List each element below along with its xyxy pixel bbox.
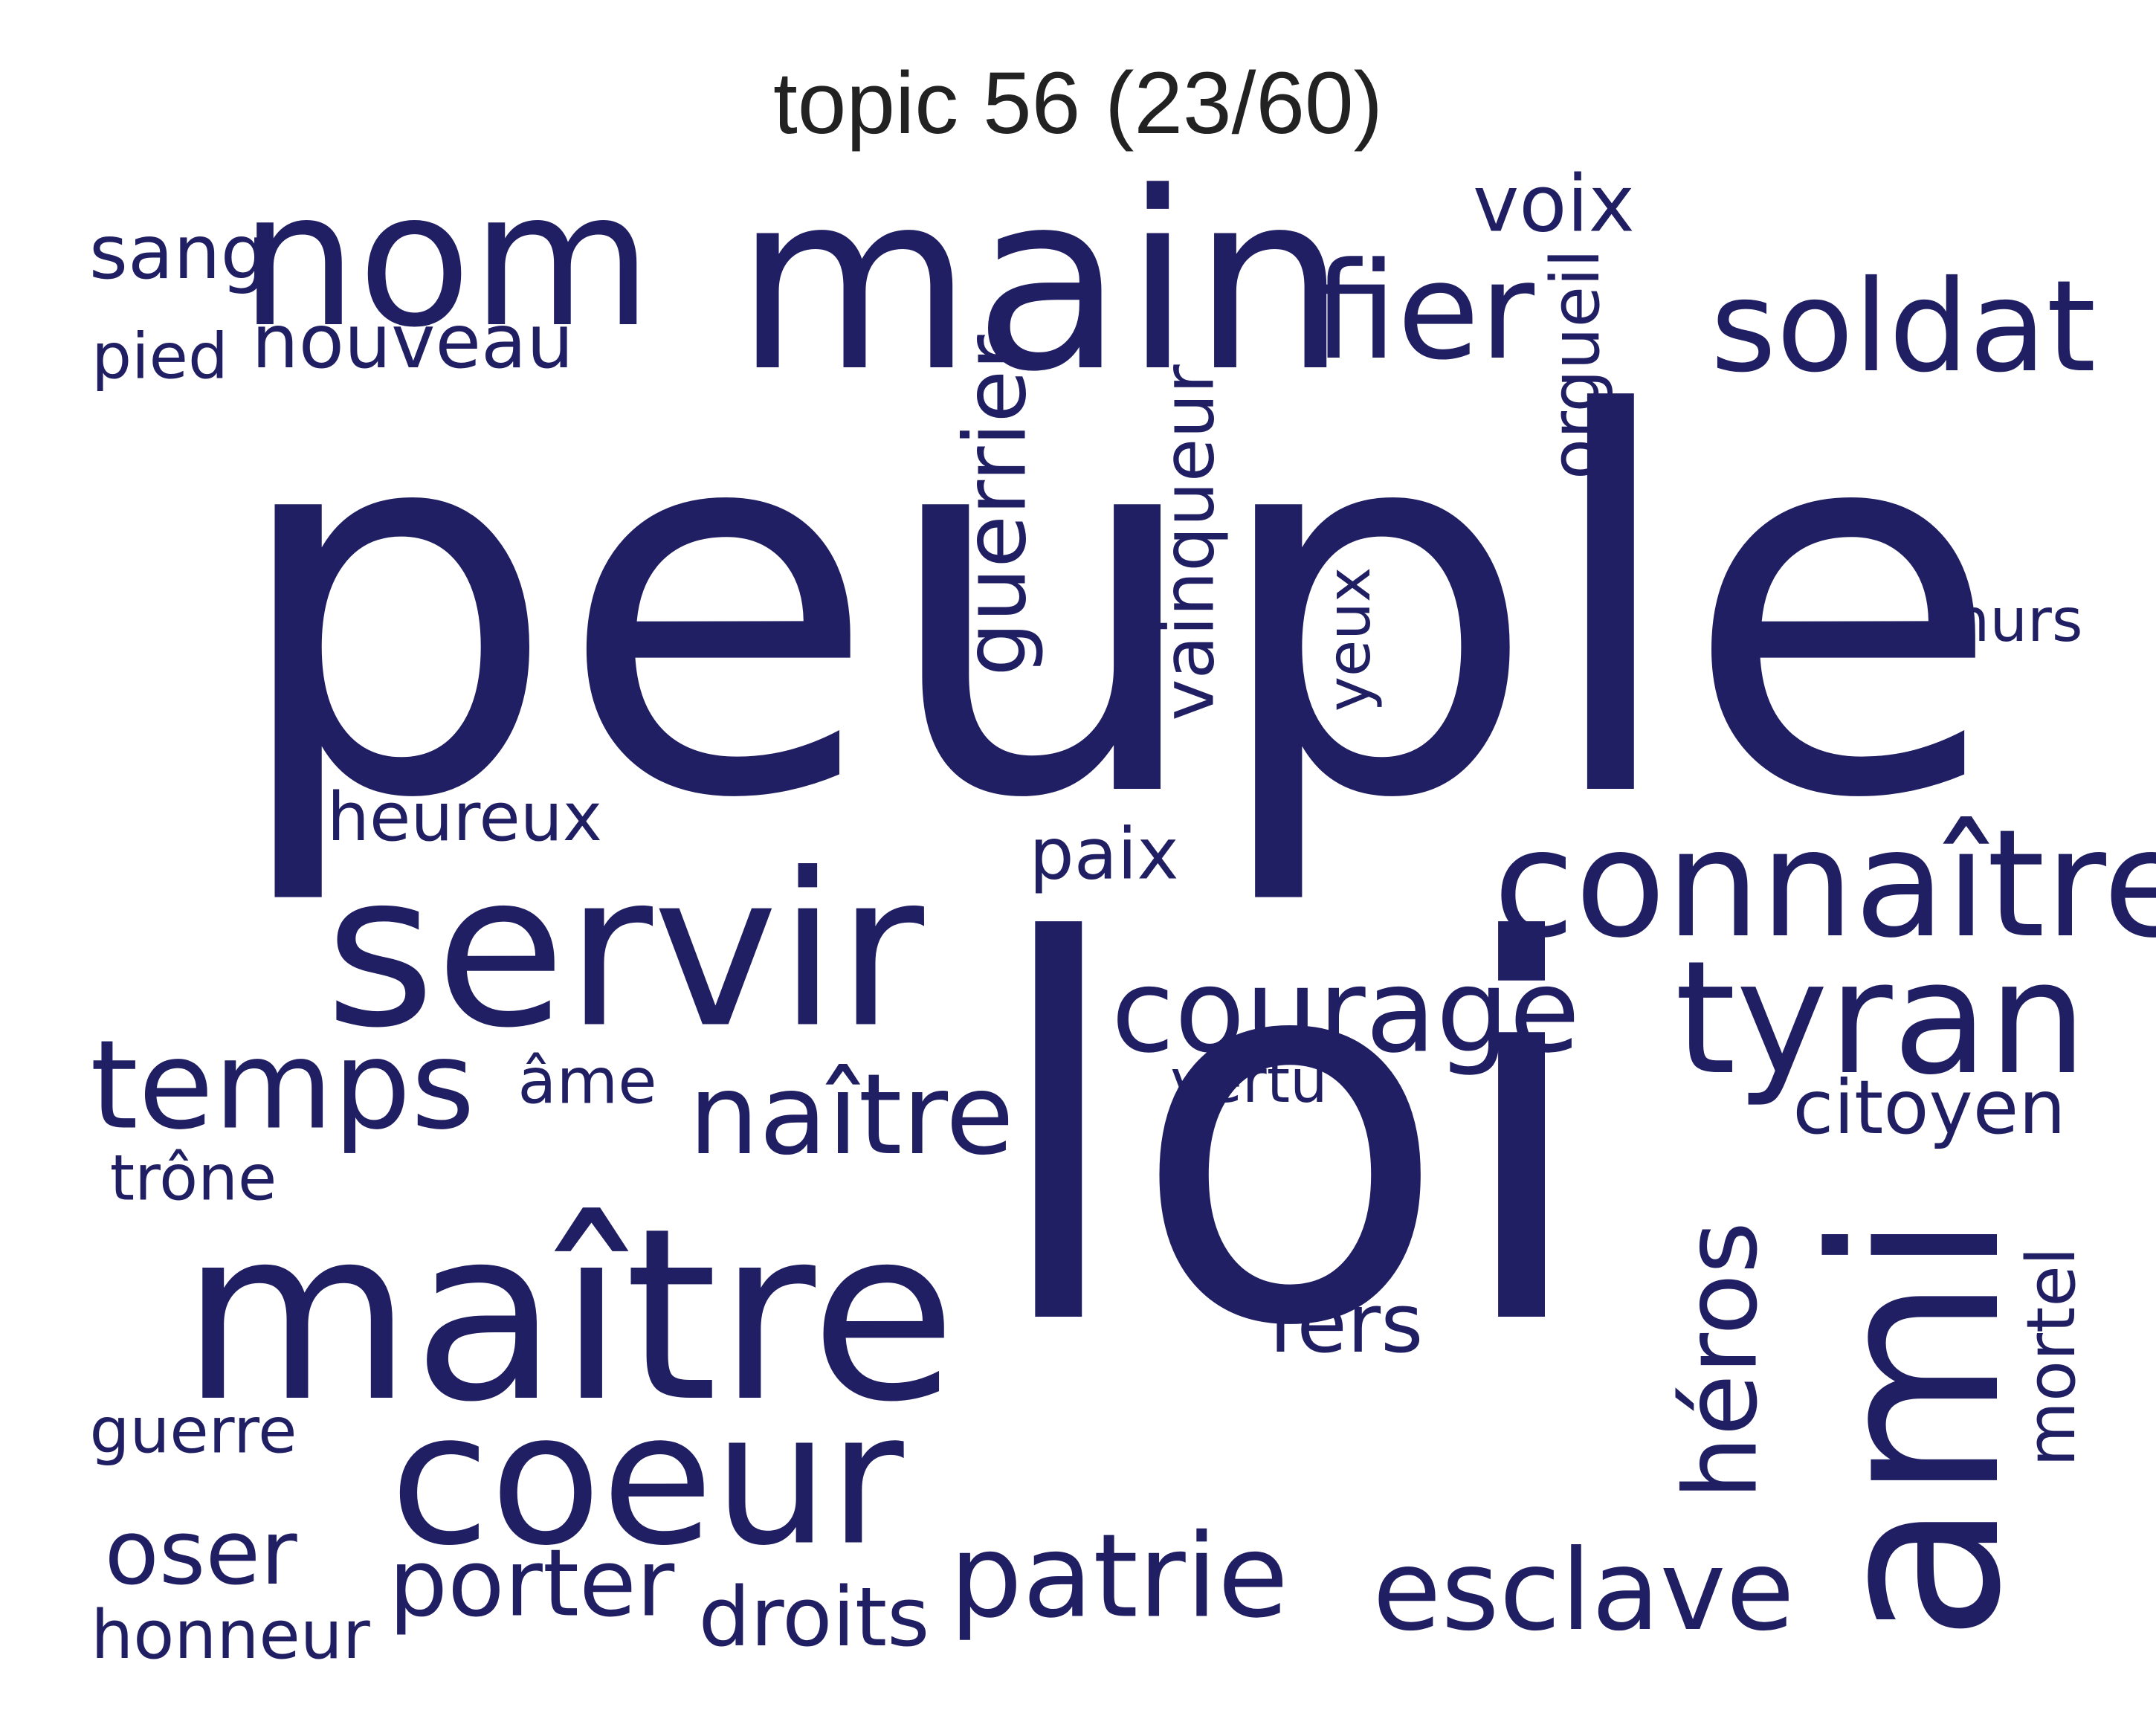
word-citoyen: citoyen — [1792, 1064, 2066, 1151]
word-guerrier: guerrier — [946, 335, 1046, 677]
word-courage: courage — [1111, 943, 1581, 1079]
word-maitre: maître — [181, 1178, 957, 1454]
word-honneur: honneur — [91, 1596, 370, 1674]
word-fers: fers — [1268, 1276, 1424, 1371]
word-yeux: yeux — [1314, 567, 1384, 712]
word-coeur: coeur — [390, 1373, 904, 1586]
word-esclave: esclave — [1372, 1526, 1795, 1656]
word-oser: oser — [104, 1502, 297, 1605]
word-vertu: vertu — [1170, 1047, 1328, 1116]
word-fier: fier — [1312, 234, 1535, 390]
word-pied: pied — [91, 320, 228, 394]
word-trone: trône — [109, 1141, 277, 1216]
word-loi: loi — [986, 834, 1594, 1440]
word-murs: murs — [1931, 586, 2083, 655]
word-naitre: naître — [688, 1051, 1015, 1180]
word-heureux: heureux — [326, 778, 603, 856]
word-soldat: soldat — [1710, 254, 2097, 401]
word-droits: droits — [698, 1569, 930, 1665]
word-tyran: tyran — [1674, 927, 2088, 1109]
word-main: main — [734, 140, 1348, 425]
word-orgueil: orgueil — [1537, 248, 1615, 480]
word-guerre: guerre — [89, 1394, 297, 1468]
word-peuple: peuple — [227, 306, 2004, 912]
word-temps: temps — [90, 1013, 475, 1157]
word-sang: sang — [88, 209, 268, 296]
word-vainqueur: vainqueur — [1148, 364, 1230, 721]
chart-title: topic 56 (23/60) — [773, 54, 1383, 152]
word-servir: servir — [324, 827, 925, 1075]
word-paix: paix — [1029, 813, 1179, 896]
word-ame: âme — [517, 1045, 657, 1119]
word-heros: héros — [1662, 1221, 1780, 1500]
word-voix: voix — [1473, 158, 1635, 250]
word-ami: ami — [1784, 1212, 2052, 1643]
word-porter: porter — [388, 1529, 675, 1638]
word-nouveau: nouveau — [251, 298, 574, 385]
word-mortel: mortel — [2013, 1247, 2091, 1467]
word-patrie: patrie — [949, 1509, 1289, 1644]
word-connaitre: connaître — [1493, 798, 2156, 971]
word-nom: nom — [239, 152, 653, 368]
